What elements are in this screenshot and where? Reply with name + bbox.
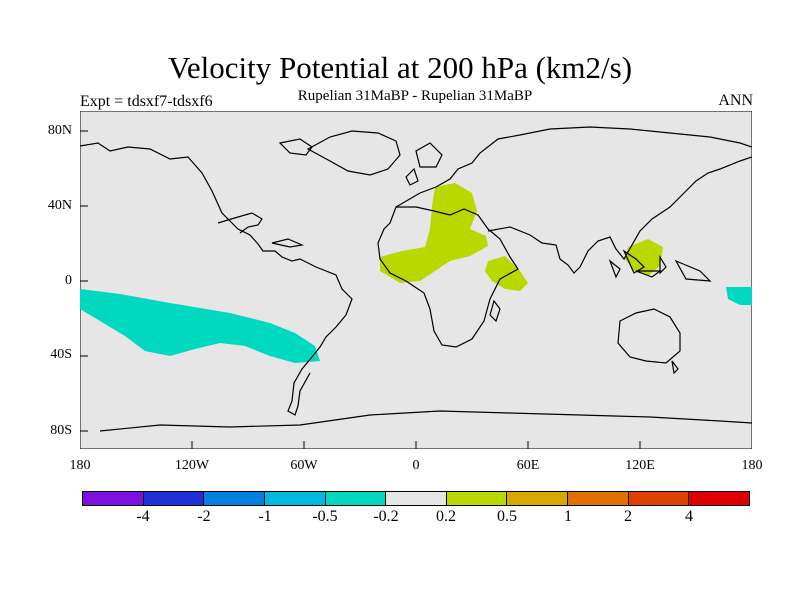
y-tick-label: 40S: [50, 347, 72, 362]
maritime-positive-region: [625, 239, 663, 276]
colorbar-label: 0.2: [436, 508, 456, 525]
colorbar-cell: [386, 492, 447, 505]
west-pacific-negative-region: [726, 287, 752, 305]
pacific-negative-region: [80, 289, 320, 363]
colorbar-cell: [446, 492, 508, 505]
colorbar-label: 1: [564, 508, 572, 525]
experiment-label: Expt = tdsxf7-tdsxf6: [80, 93, 213, 110]
colorbar-cell: [628, 492, 690, 505]
x-tick-label: 120E: [625, 458, 655, 473]
colorbar-label: -1: [258, 508, 272, 525]
y-tick-label: 80N: [47, 123, 72, 138]
plot-subtitle: Rupelian 31MaBP - Rupelian 31MaBP: [297, 88, 533, 104]
colorbar: [82, 491, 750, 506]
axis-ticks: [80, 130, 641, 449]
africa-positive-region: [380, 183, 488, 283]
colorbar-cell: [568, 492, 629, 505]
x-tick-label: 180: [741, 458, 763, 473]
x-tick-label: 60E: [516, 458, 540, 473]
x-tick-label: 120W: [174, 458, 210, 473]
x-tick-label: 180: [69, 458, 91, 473]
indian-ocean-positive-region: [485, 256, 528, 291]
colorbar-cell: [204, 492, 265, 505]
x-tick-label: 60W: [290, 458, 318, 473]
colorbar-label: -2: [197, 508, 211, 525]
x-tick-label: 0: [412, 458, 420, 473]
season-label: ANN: [718, 92, 753, 109]
y-tick-label: 80S: [50, 423, 72, 438]
colorbar-label: 0.5: [497, 508, 517, 525]
colorbar-label: -4: [136, 508, 150, 525]
map-panel: [80, 111, 752, 449]
colorbar-cell: [143, 492, 205, 505]
colorbar-cell: [325, 492, 387, 505]
plot-title: Velocity Potential at 200 hPa (km2/s): [167, 50, 633, 85]
colorbar-label: -0.2: [373, 508, 399, 525]
colorbar-label: 4: [685, 508, 693, 525]
colorbar-cell: [83, 492, 144, 505]
colorbar-cell: [689, 492, 750, 505]
y-tick-label: 40N: [47, 198, 72, 213]
colorbar-cell: [264, 492, 326, 505]
colorbar-label: 2: [624, 508, 632, 525]
y-tick-label: 0: [65, 273, 72, 288]
coastlines: [80, 126, 752, 432]
colorbar-cell: [507, 492, 569, 505]
colorbar-label: -0.5: [312, 508, 338, 525]
